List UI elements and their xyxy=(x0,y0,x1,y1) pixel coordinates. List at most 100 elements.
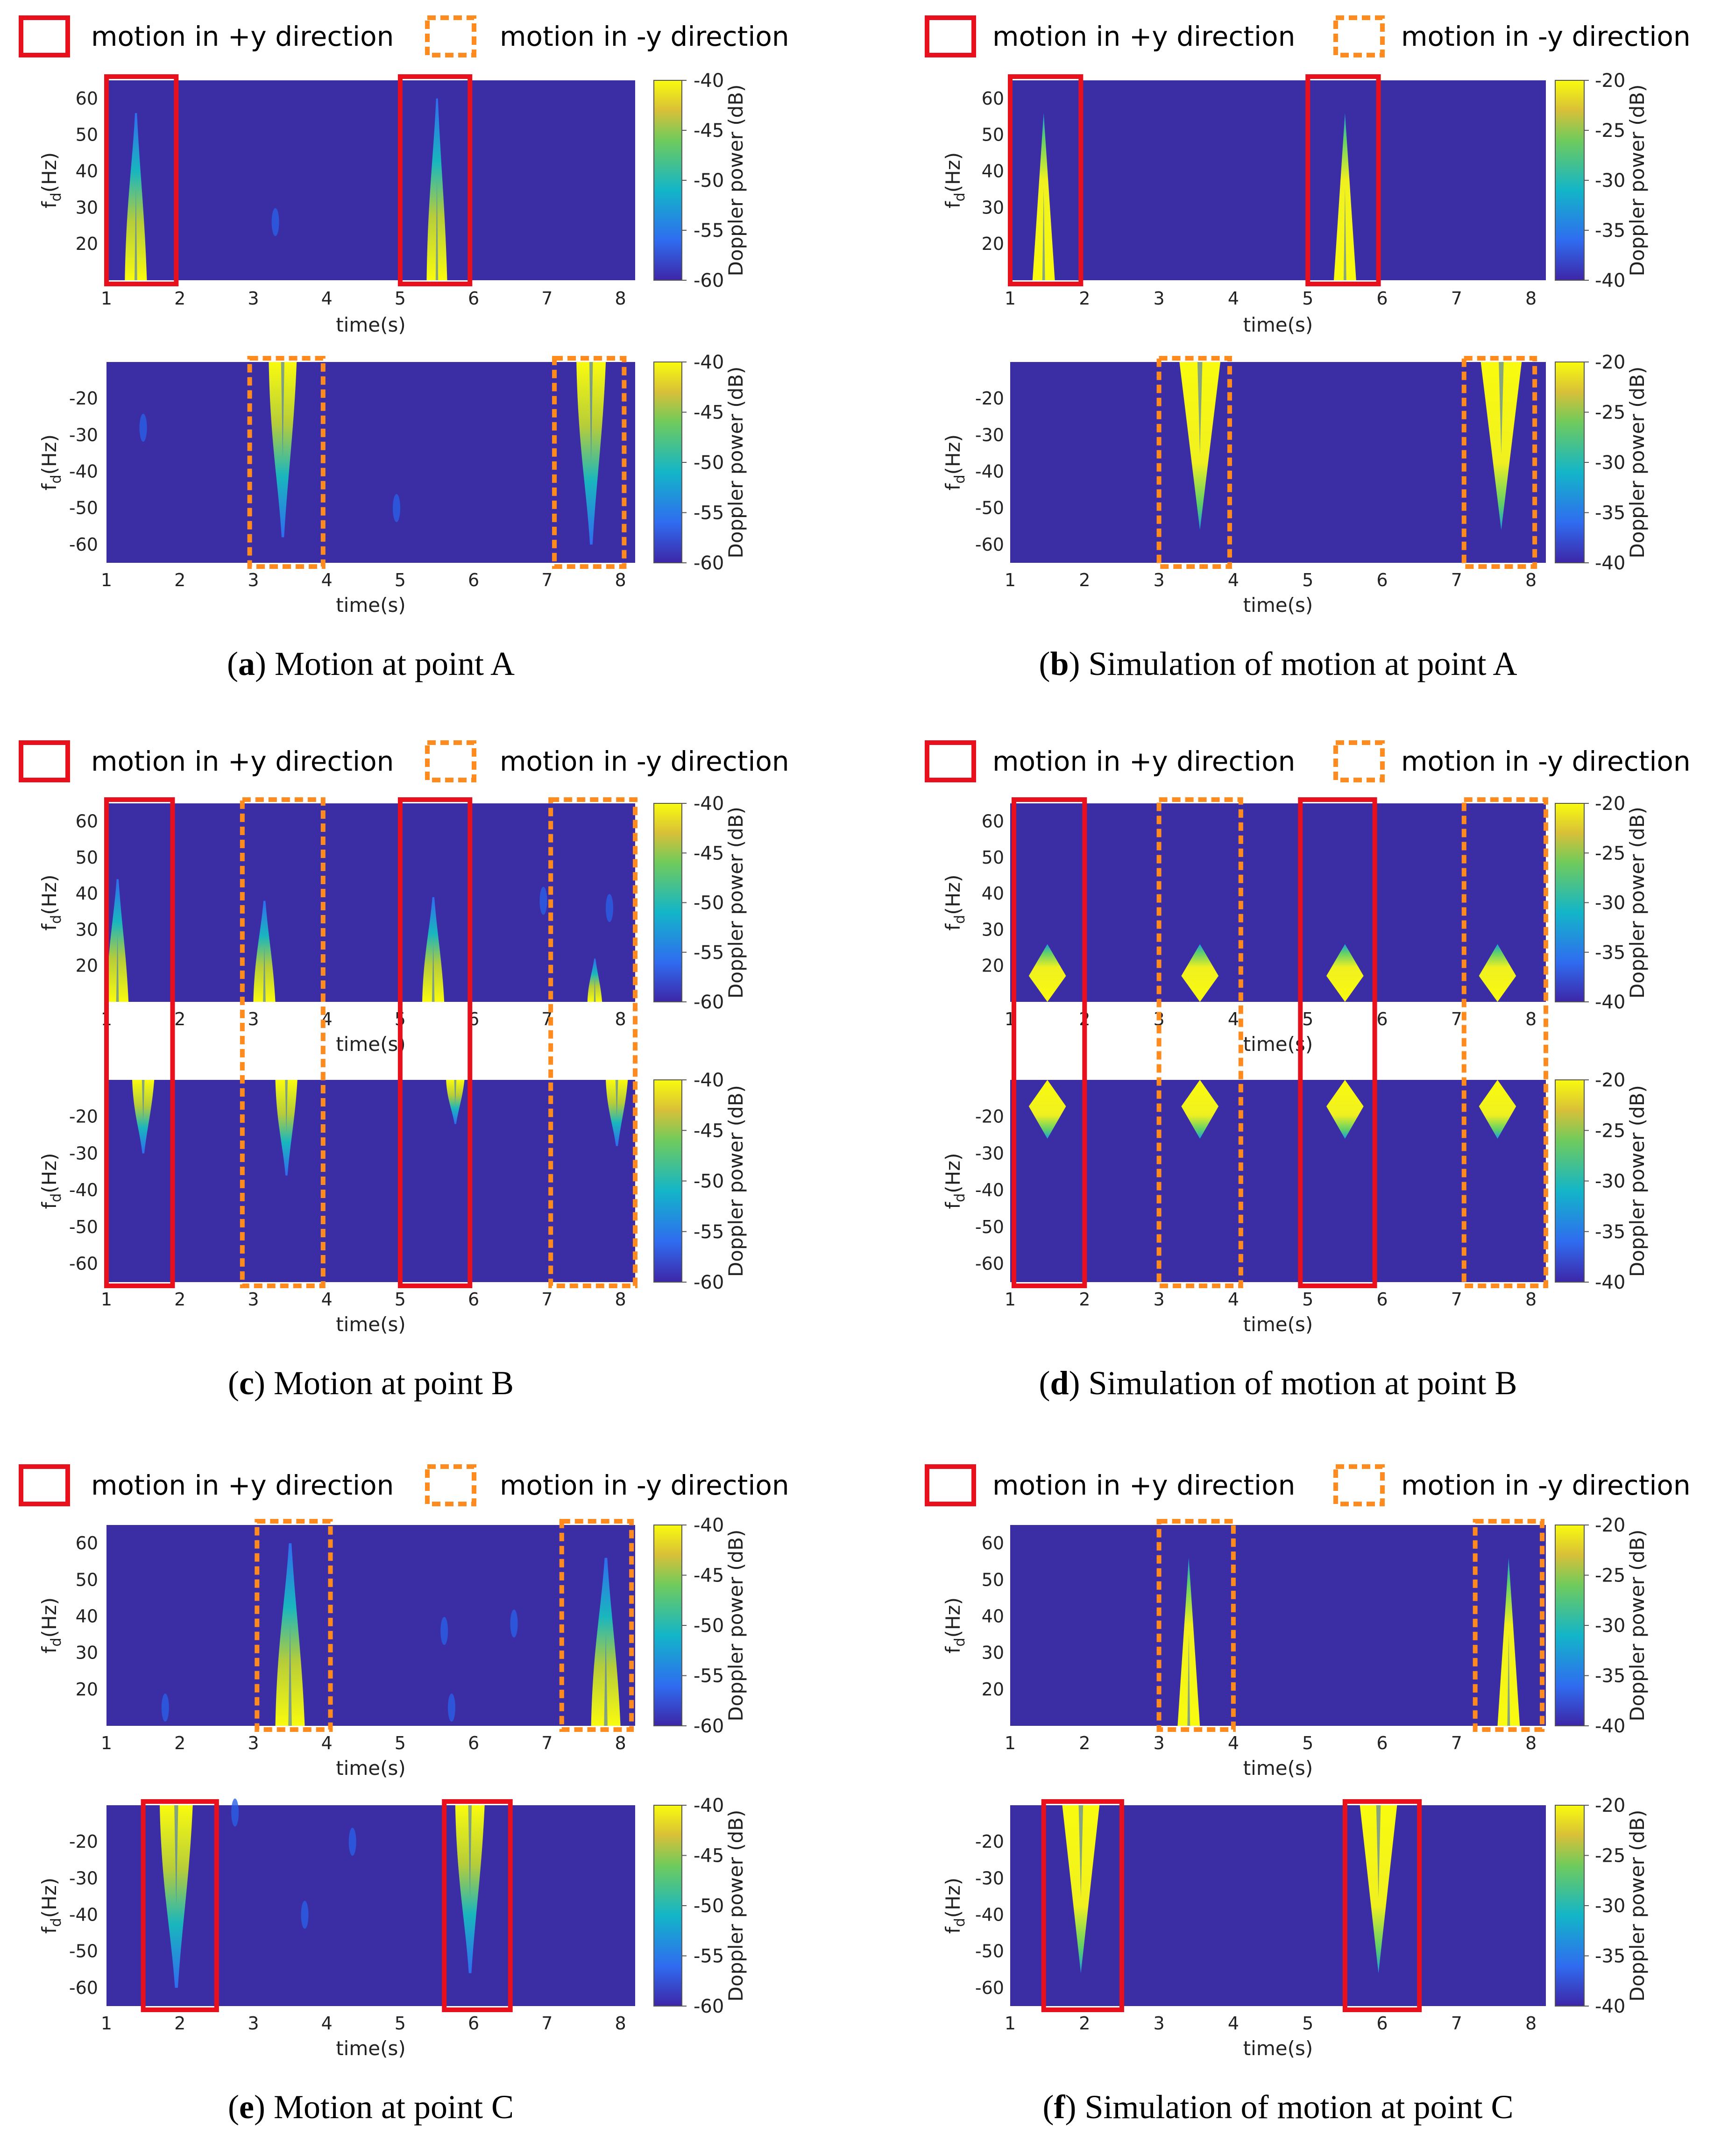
y-axis-label: fd(Hz) xyxy=(942,434,968,490)
legend: motion in +y direction motion in -y direc… xyxy=(19,1464,789,1506)
y-label-unit: (Hz) xyxy=(942,434,964,475)
y-label-sub: d xyxy=(952,1638,968,1646)
y-tick-label: 40 xyxy=(982,1606,1004,1626)
y-tick-label: 20 xyxy=(76,1679,98,1700)
legend: motion in +y direction motion in -y direc… xyxy=(19,15,789,57)
colorbar-label: Doppler power (dB) xyxy=(1626,1810,1649,2002)
x-tick-label: 3 xyxy=(248,1733,259,1753)
colorbar-tick-label: -50 xyxy=(694,1895,724,1917)
minus-motion-box xyxy=(1461,797,1549,1288)
spectrogram-blob xyxy=(1181,1080,1219,1139)
colorbar-label: Doppler power (dB) xyxy=(1626,367,1649,559)
spectrogram-blob-core xyxy=(135,188,137,280)
panel-d: motion in +y direction motion in -y direc… xyxy=(925,740,1691,1336)
spectrogram-blob-core xyxy=(1344,188,1346,280)
x-tick-label: 1 xyxy=(101,288,112,309)
y-label-main: f xyxy=(38,1202,61,1209)
colorbar-label: Doppler power (dB) xyxy=(1626,807,1649,999)
minus-motion-box xyxy=(240,797,326,1288)
x-axis-label: time(s) xyxy=(336,313,406,336)
y-label-sub: d xyxy=(48,1638,64,1646)
colorbar-tick-label: -30 xyxy=(1595,170,1625,191)
colorbar-tick-label: -45 xyxy=(694,843,724,864)
x-tick-label: 3 xyxy=(248,1289,259,1310)
x-tick-label: 8 xyxy=(1525,288,1537,309)
minus-motion-box xyxy=(548,797,638,1288)
x-tick-label: 2 xyxy=(174,570,185,590)
colorbar-tick-label: -45 xyxy=(694,402,724,424)
spectrogram-blob-core xyxy=(1042,188,1045,280)
plus-motion-box xyxy=(141,1799,219,2012)
x-tick-label: 8 xyxy=(1525,1733,1537,1753)
spectrogram-speck xyxy=(271,208,279,236)
plus-motion-box xyxy=(1041,1799,1124,2012)
y-tick-label: 50 xyxy=(982,125,1004,145)
x-tick-label: 3 xyxy=(1154,1733,1165,1753)
x-tick-label: 4 xyxy=(321,1289,333,1310)
x-tick-label: 1 xyxy=(1005,1289,1016,1310)
plus-motion-box xyxy=(1008,74,1084,286)
y-tick-label: -40 xyxy=(975,1180,1004,1200)
colorbar xyxy=(653,80,682,281)
x-tick-label: 8 xyxy=(615,2013,626,2034)
spectrogram-blob xyxy=(1181,944,1219,1002)
y-label-sub: d xyxy=(952,915,968,924)
colorbar-tick-label: -35 xyxy=(1595,942,1625,964)
x-axis-label: time(s) xyxy=(336,1757,406,1780)
colorbar-tick-label: -60 xyxy=(694,1716,724,1737)
y-label-unit: (Hz) xyxy=(38,434,61,475)
x-tick-label: 6 xyxy=(1376,1733,1388,1753)
colorbar xyxy=(1555,1805,1585,2007)
x-tick-label: 3 xyxy=(248,2013,259,2034)
x-tick-label: 7 xyxy=(1451,1009,1462,1029)
x-tick-label: 5 xyxy=(1302,1289,1313,1310)
y-tick-label: -60 xyxy=(975,534,1004,555)
colorbar-tick-label: -40 xyxy=(694,70,724,92)
spectrogram-blob xyxy=(1028,944,1066,1002)
x-tick-label: 3 xyxy=(1154,1289,1165,1310)
legend-plus-label: motion in +y direction xyxy=(91,21,394,52)
y-label-sub: d xyxy=(48,192,64,201)
legend-minus-swatch xyxy=(1333,15,1385,57)
x-tick-label: 7 xyxy=(1451,288,1462,309)
colorbar-tick-label: -40 xyxy=(694,1070,724,1091)
y-tick-label: 60 xyxy=(76,811,98,832)
y-tick-label: 60 xyxy=(76,88,98,109)
plot-area xyxy=(106,1080,635,1282)
legend: motion in +y direction motion in -y direc… xyxy=(925,740,1691,782)
y-tick-label: -20 xyxy=(69,1106,98,1127)
colorbar xyxy=(653,1525,682,1726)
x-tick-label: 2 xyxy=(174,1289,185,1310)
x-tick-label: 7 xyxy=(1451,570,1462,590)
colorbar-label: Doppler power (dB) xyxy=(724,1810,747,2002)
x-tick-label: 7 xyxy=(1451,1289,1462,1310)
x-tick-label: 4 xyxy=(321,570,333,590)
x-tick-label: 2 xyxy=(174,288,185,309)
colorbar-tick-label: -25 xyxy=(1595,1120,1625,1142)
y-label-sub: d xyxy=(952,192,968,201)
colorbar-tick-label: -50 xyxy=(694,1171,724,1192)
caption-a: (a) Motion at point A xyxy=(0,645,791,683)
x-tick-label: 1 xyxy=(1005,570,1016,590)
colorbar-tick-label: -40 xyxy=(1595,1996,1625,2017)
legend-minus-label: motion in -y direction xyxy=(500,21,789,52)
spectrogram-blob-core xyxy=(263,946,266,1002)
y-tick-label: -40 xyxy=(69,461,98,482)
y-tick-label: 30 xyxy=(76,197,98,218)
y-label-sub: d xyxy=(48,475,64,483)
legend-minus-label: motion in -y direction xyxy=(1401,21,1691,52)
y-tick-label: -40 xyxy=(69,1180,98,1200)
colorbar-label: Doppler power (dB) xyxy=(1626,85,1649,277)
y-label-sub: d xyxy=(952,1918,968,1927)
colorbar-tick-label: -40 xyxy=(1595,1272,1625,1293)
colorbar-tick-label: -50 xyxy=(694,452,724,474)
colorbar-tick-label: -40 xyxy=(694,1515,724,1536)
y-label-main: f xyxy=(942,923,964,931)
y-label-main: f xyxy=(942,1646,964,1653)
x-tick-label: 7 xyxy=(541,570,552,590)
spectrogram-speck xyxy=(510,1610,518,1638)
x-tick-label: 8 xyxy=(1525,1289,1537,1310)
y-label-main: f xyxy=(942,1926,964,1934)
caption-paren-close: ) xyxy=(1069,1364,1089,1402)
